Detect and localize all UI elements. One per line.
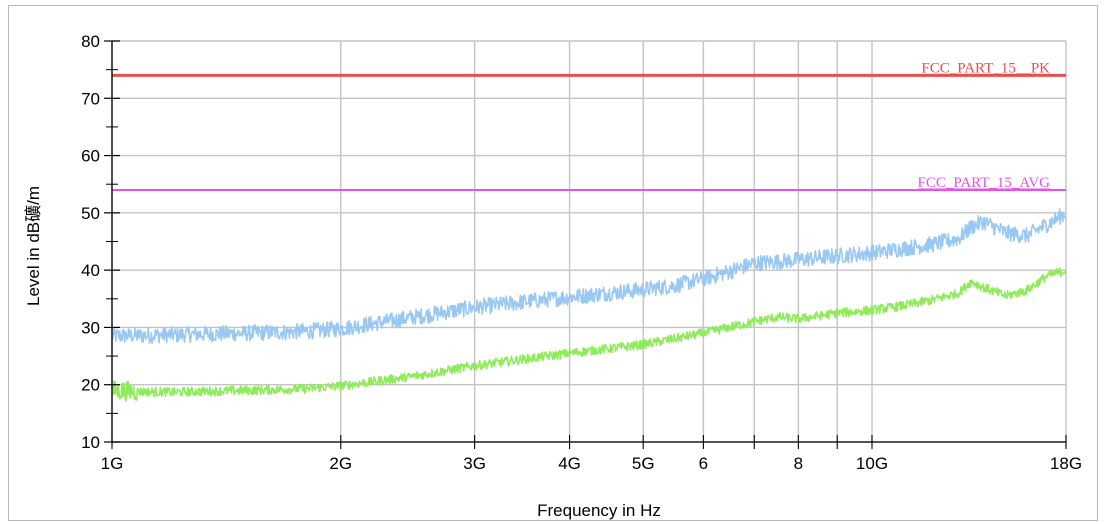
x-tick-label: 4G (558, 454, 581, 473)
y-tick-label: 80 (81, 32, 100, 51)
y-tick-label: 20 (81, 376, 100, 395)
grid-layer (111, 40, 1067, 443)
y-tick-label: 40 (81, 261, 100, 280)
limit-label-1: FCC_PART_15__PK (921, 60, 1050, 76)
y-tick-label: 10 (81, 433, 100, 452)
x-tick-label: 10G (856, 454, 888, 473)
x-tick-label: 8 (794, 454, 803, 473)
series-layer (111, 208, 1067, 402)
axis-layer: 10 20 30 40 50 60 70 80 1G 2G 3G 4G 5G 6 8 10G 18G (81, 32, 1082, 473)
x-axis-title: Frequency in Hz (537, 501, 661, 520)
x-tick-label: 5G (632, 454, 655, 473)
chart-frame: FCC_PART_15__PK FCC_PART_15_AVG 10 20 30 40 5… (8, 5, 1098, 521)
y-tick-label: 60 (81, 147, 100, 166)
y-tick-label: 70 (81, 89, 100, 108)
limit-layer: FCC_PART_15__PK FCC_PART_15_AVG (112, 60, 1066, 191)
x-tick-label: 18G (1050, 454, 1082, 473)
x-tick-label: 3G (463, 454, 486, 473)
y-tick-label: 50 (81, 204, 100, 223)
x-tick-label: 6 (699, 454, 708, 473)
series-line-1 (111, 208, 1067, 344)
y-tick-label: 30 (81, 318, 100, 337)
x-tick-label: 2G (329, 454, 352, 473)
series-line-2 (111, 267, 1067, 402)
emission-chart: FCC_PART_15__PK FCC_PART_15_AVG 10 20 30 40 5… (24, 32, 1082, 520)
x-tick-label: 1G (101, 454, 124, 473)
limit-label-2: FCC_PART_15_AVG (918, 175, 1051, 191)
y-axis-title: Level in dB礦/m (24, 186, 43, 306)
